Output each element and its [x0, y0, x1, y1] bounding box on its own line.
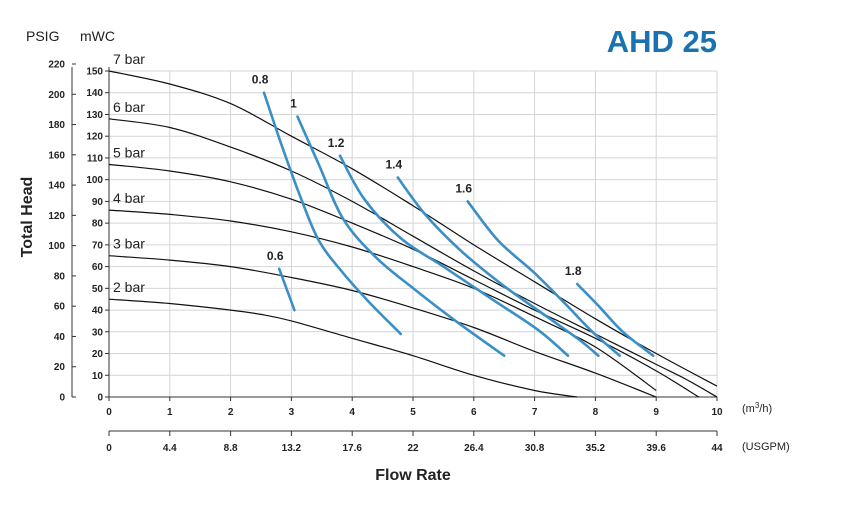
air-consumption-label: 0.6	[267, 249, 284, 263]
x-tick-label: 1	[167, 407, 173, 418]
x-tick-label: 0	[106, 407, 112, 418]
mwc-tick-label: 10	[92, 371, 104, 382]
air-consumption-curve	[277, 267, 296, 312]
mwc-tick-label: 40	[92, 306, 104, 317]
air-consumption-label: 1.6	[455, 181, 472, 195]
series-line	[108, 163, 700, 398]
plot-layer: 0102030405060708090100110120130140150020…	[48, 51, 723, 454]
series-line	[108, 118, 718, 398]
chart-title: AHD 25	[607, 24, 717, 59]
air-consumption-curve	[466, 200, 621, 357]
usgpm-tick-label: 44	[711, 443, 723, 454]
psig-tick-label: 80	[54, 271, 66, 282]
air-consumption-curve	[338, 154, 570, 357]
series-line	[108, 298, 578, 398]
x-tick-label: 5	[410, 407, 416, 418]
x-axis-title: Flow Rate	[375, 467, 451, 484]
mwc-tick-label: 120	[86, 132, 103, 143]
series-label: 2 bar	[113, 279, 145, 295]
air-consumption-label: 1	[290, 97, 297, 111]
psig-tick-label: 40	[54, 332, 66, 343]
mwc-tick-label: 50	[92, 284, 104, 295]
usgpm-unit-label: (USGPM)	[742, 441, 790, 453]
psig-tick-label: 180	[48, 120, 65, 131]
x-tick-label: 10	[711, 407, 723, 418]
series-label: 4 bar	[113, 190, 145, 206]
mwc-tick-label: 20	[92, 349, 104, 360]
x-tick-label: 6	[471, 407, 477, 418]
series-line	[108, 209, 657, 391]
series-label: 7 bar	[113, 51, 145, 67]
usgpm-tick-label: 17.6	[342, 443, 362, 454]
mwc-tick-label: 110	[87, 153, 104, 164]
mwc-tick-label: 70	[92, 240, 104, 251]
usgpm-tick-label: 8.8	[224, 443, 238, 454]
usgpm-tick-label: 35.2	[586, 443, 606, 454]
usgpm-tick-label: 13.2	[282, 443, 302, 454]
psig-tick-label: 160	[48, 150, 65, 161]
psig-tick-label: 120	[48, 211, 65, 222]
psig-unit-label: PSIG	[26, 28, 59, 44]
air-consumption-label: 1.8	[565, 264, 582, 278]
psig-tick-label: 140	[48, 181, 65, 192]
air-consumption-label: 1.4	[385, 157, 402, 171]
air-consumption-curve	[396, 176, 600, 357]
air-consumption-curve	[575, 282, 655, 357]
mwc-tick-label: 130	[86, 110, 103, 121]
psig-tick-label: 60	[54, 302, 66, 313]
mwc-tick-label: 140	[86, 88, 103, 99]
mwc-tick-label: 30	[92, 327, 104, 338]
mwc-tick-label: 80	[92, 219, 104, 230]
x-tick-label: 9	[653, 407, 659, 418]
mwc-tick-label: 100	[86, 175, 103, 186]
x-tick-label: 3	[289, 407, 295, 418]
air-consumption-curve	[262, 91, 403, 336]
x-tick-label: 2	[228, 407, 234, 418]
usgpm-tick-label: 39.6	[646, 443, 666, 454]
series-line	[108, 255, 657, 398]
air-consumption-curve	[296, 115, 506, 357]
m3h-unit-label: (m3/h)	[742, 401, 772, 415]
series-line	[108, 70, 718, 387]
x-tick-label: 8	[593, 407, 599, 418]
series-label: 6 bar	[113, 99, 145, 115]
psig-tick-label: 220	[48, 60, 65, 71]
series-label: 5 bar	[113, 144, 145, 160]
mwc-tick-label: 0	[97, 393, 103, 404]
usgpm-tick-label: 30.8	[525, 443, 545, 454]
x-tick-label: 4	[349, 407, 355, 418]
usgpm-tick-label: 0	[106, 443, 112, 454]
mwc-tick-label: 60	[92, 262, 104, 273]
usgpm-tick-label: 4.4	[163, 443, 177, 454]
y-axis-title: Total Head	[19, 177, 36, 258]
air-consumption-label: 1.2	[328, 136, 345, 150]
psig-tick-label: 0	[59, 393, 65, 404]
psig-tick-label: 200	[48, 90, 65, 101]
mwc-tick-label: 150	[86, 67, 103, 78]
series-label: 3 bar	[113, 236, 145, 252]
usgpm-tick-label: 26.4	[464, 443, 484, 454]
mwc-tick-label: 90	[92, 197, 104, 208]
mwc-unit-label: mWC	[80, 28, 115, 44]
x-tick-label: 7	[532, 407, 538, 418]
psig-tick-label: 100	[48, 241, 65, 252]
psig-tick-label: 20	[54, 362, 66, 373]
usgpm-tick-label: 22	[407, 443, 419, 454]
air-consumption-label: 0.8	[252, 73, 269, 87]
